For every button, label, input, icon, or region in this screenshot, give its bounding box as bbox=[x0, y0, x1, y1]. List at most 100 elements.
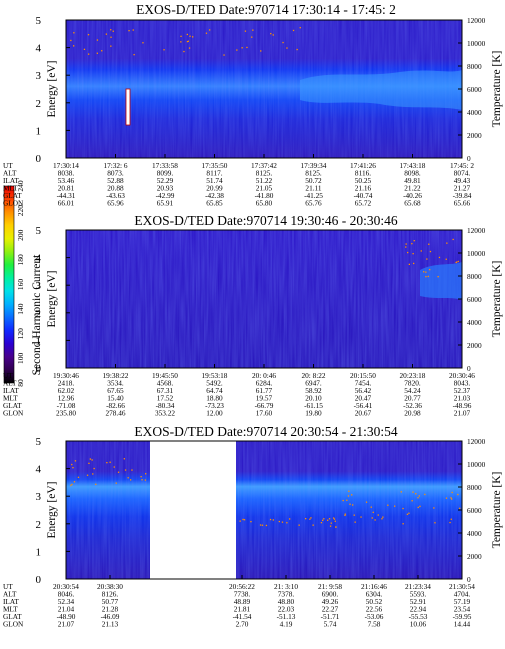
orbit-row-label: ILAT bbox=[3, 597, 19, 606]
temperature-dot bbox=[110, 29, 112, 31]
temperature-dot bbox=[188, 47, 191, 49]
temperature-dot bbox=[124, 469, 127, 471]
orbit-table-cell: 17:33:58 bbox=[152, 161, 178, 170]
temperature-dot bbox=[342, 499, 344, 502]
temperature-dot bbox=[141, 479, 143, 481]
orbit-table-cell: 2.70 bbox=[236, 620, 249, 629]
orbit-table-cell: 52.37 bbox=[454, 386, 471, 395]
colorbar-ticks: 80 100 120 140 160 180 200 220 240 bbox=[16, 180, 25, 387]
orbit-table-cell: 21.04 bbox=[58, 605, 75, 614]
orbit-table-cell: 21.07 bbox=[454, 409, 471, 418]
orbit-table-cell: -46.09 bbox=[101, 612, 120, 621]
orbit-table-cell: 20:38:30 bbox=[97, 582, 123, 591]
orbit-table-cell: 21: 9:58 bbox=[318, 582, 342, 591]
temperature-dot bbox=[381, 518, 383, 520]
colorbar-tick-label: 140 bbox=[16, 303, 25, 315]
temperature-dot bbox=[110, 45, 112, 47]
orbit-table-cell: 54.24 bbox=[404, 386, 421, 395]
orbit-table-cell: -80.34 bbox=[156, 401, 175, 410]
orbit-table-cell: -40.74 bbox=[354, 191, 373, 200]
orbit-table-cell: 21:23:34 bbox=[405, 582, 431, 591]
temperature-dot bbox=[370, 506, 372, 508]
temperature-dot bbox=[205, 32, 208, 34]
orbit-table-cell: 6304. bbox=[366, 590, 383, 599]
orbit-table-cell: 8038. bbox=[58, 169, 75, 178]
orbit-table-cell: 49.43 bbox=[454, 176, 471, 185]
panel-2-title: EXOS-D/TED Date:970714 19:30:46 - 20:30:… bbox=[134, 213, 397, 228]
y2-tick-label: 8000 bbox=[467, 483, 482, 492]
orbit-table-cell: 8117. bbox=[206, 169, 222, 178]
temperature-dot bbox=[145, 473, 147, 475]
y2-tick-label: 10000 bbox=[467, 249, 486, 258]
orbit-table-cell: -71.08 bbox=[57, 401, 76, 410]
orbit-table-cell: -39.84 bbox=[453, 191, 472, 200]
temperature-dot bbox=[93, 467, 95, 470]
orbit-table-cell: 20.47 bbox=[355, 394, 372, 403]
orbit-table-cell: 10.06 bbox=[410, 620, 427, 629]
temperature-dot bbox=[417, 497, 419, 499]
orbit-table-cell: 22.56 bbox=[366, 605, 383, 614]
y-tick-label: 4 bbox=[36, 43, 42, 55]
y2-tick-label: 6000 bbox=[467, 295, 482, 304]
colorbar-label: Second Harmonic Current bbox=[31, 254, 43, 376]
colorbar-tick-label: 180 bbox=[16, 254, 25, 266]
temperature-dot bbox=[413, 240, 415, 242]
orbit-row-label: GLAT bbox=[3, 612, 22, 621]
temperature-dot bbox=[286, 47, 288, 49]
orbit-table-cell: 65.76 bbox=[305, 199, 322, 208]
orbit-table-cell: 22.27 bbox=[322, 605, 339, 614]
panel-2-texture bbox=[66, 230, 462, 368]
y2-tick-label: 8000 bbox=[467, 62, 482, 71]
panel-3-temperature-dots bbox=[70, 458, 461, 528]
panel-3-texture bbox=[66, 441, 462, 579]
colorbar-tick-label: 160 bbox=[16, 279, 25, 291]
y-tick-label: 4 bbox=[36, 253, 42, 265]
orbit-table-cell: 65.96 bbox=[107, 199, 124, 208]
orbit-table-cell: 6284. bbox=[256, 379, 273, 388]
orbit-table-cell: -41.54 bbox=[233, 612, 252, 621]
orbit-table-cell: 21.05 bbox=[256, 184, 273, 193]
y-tick-label: 1 bbox=[36, 125, 42, 137]
temperature-dot bbox=[457, 260, 459, 263]
temperature-dot bbox=[412, 491, 414, 493]
orbit-table-cell: 49.26 bbox=[322, 597, 339, 606]
temperature-dot bbox=[96, 52, 98, 54]
temperature-dot bbox=[260, 50, 262, 52]
y-tick-label: 0 bbox=[36, 574, 42, 586]
temperature-dot bbox=[92, 473, 94, 475]
temperature-dot bbox=[349, 503, 351, 505]
orbit-table-cell: 8126. bbox=[102, 590, 119, 599]
temperature-dot bbox=[223, 54, 225, 56]
orbit-table-cell: 56.42 bbox=[355, 386, 372, 395]
temperature-dot bbox=[348, 490, 350, 492]
temperature-dot bbox=[77, 476, 80, 478]
orbit-table-cell: 65.68 bbox=[404, 199, 421, 208]
orbit-table-cell: 14.44 bbox=[454, 620, 471, 629]
temperature-dot bbox=[365, 501, 368, 503]
temperature-dot bbox=[344, 514, 346, 516]
orbit-table-cell: 50.25 bbox=[355, 176, 372, 185]
orbit-table-cell: 57.19 bbox=[454, 597, 471, 606]
y2-tick-label: 4000 bbox=[467, 529, 482, 538]
orbit-row-label: MLT bbox=[3, 394, 18, 403]
temperature-dot bbox=[423, 271, 425, 273]
temperature-dot bbox=[400, 491, 402, 493]
temperature-dot bbox=[411, 500, 413, 502]
temperature-dot bbox=[434, 522, 436, 524]
temperature-dot bbox=[418, 495, 420, 497]
y2-tick-label: 10000 bbox=[467, 460, 486, 469]
temperature-dot bbox=[394, 505, 396, 507]
temperature-dot bbox=[127, 477, 129, 479]
y-tick-label: 3 bbox=[36, 491, 42, 503]
temperature-dot bbox=[130, 479, 132, 481]
orbit-table-cell: 8125. bbox=[256, 169, 273, 178]
temperature-dot bbox=[382, 516, 384, 518]
temperature-dot bbox=[407, 251, 409, 254]
orbit-table-cell: 20.93 bbox=[157, 184, 174, 193]
y2-tick-label: 2000 bbox=[467, 341, 482, 350]
temperature-dot bbox=[310, 517, 312, 519]
temperature-dot bbox=[144, 479, 146, 481]
temperature-dot bbox=[417, 506, 419, 509]
temperature-dot bbox=[305, 518, 307, 520]
temperature-dot bbox=[312, 524, 314, 526]
